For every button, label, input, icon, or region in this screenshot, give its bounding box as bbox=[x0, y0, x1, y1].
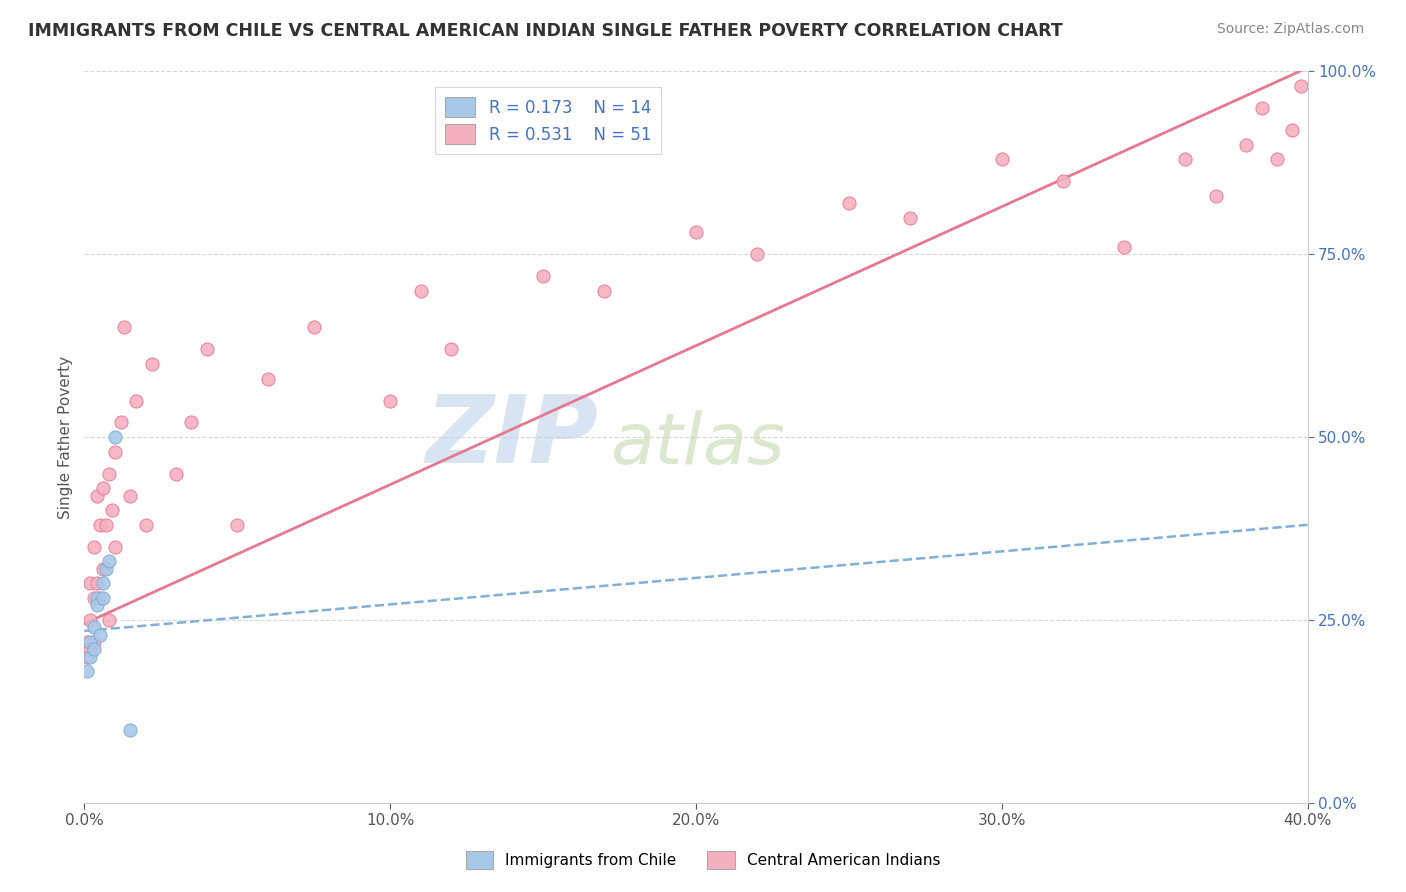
Point bbox=[226, 517, 249, 532]
Point bbox=[1291, 78, 1313, 93]
Point bbox=[1205, 188, 1227, 202]
Point bbox=[120, 723, 142, 737]
Point bbox=[1114, 240, 1136, 254]
Point bbox=[76, 664, 98, 678]
Point bbox=[83, 635, 105, 649]
Point bbox=[79, 635, 101, 649]
Point bbox=[79, 576, 101, 591]
Legend: Immigrants from Chile, Central American Indians: Immigrants from Chile, Central American … bbox=[460, 845, 946, 875]
Point bbox=[1265, 152, 1288, 166]
Text: IMMIGRANTS FROM CHILE VS CENTRAL AMERICAN INDIAN SINGLE FATHER POVERTY CORRELATI: IMMIGRANTS FROM CHILE VS CENTRAL AMERICA… bbox=[28, 22, 1063, 40]
Point bbox=[991, 152, 1014, 166]
Point bbox=[1236, 137, 1258, 152]
Text: atlas: atlas bbox=[610, 410, 785, 479]
Point bbox=[104, 430, 127, 444]
Point bbox=[86, 591, 108, 605]
Point bbox=[257, 371, 280, 385]
Point bbox=[86, 599, 108, 613]
Point bbox=[97, 613, 120, 627]
Point bbox=[685, 225, 707, 239]
Point bbox=[747, 247, 769, 261]
Legend: R = 0.173    N = 14, R = 0.531    N = 51: R = 0.173 N = 14, R = 0.531 N = 51 bbox=[436, 87, 661, 154]
Point bbox=[83, 591, 105, 605]
Text: Source: ZipAtlas.com: Source: ZipAtlas.com bbox=[1216, 22, 1364, 37]
Point bbox=[83, 540, 105, 554]
Point bbox=[91, 576, 114, 591]
Point bbox=[97, 554, 120, 568]
Point bbox=[86, 489, 108, 503]
Text: ZIP: ZIP bbox=[425, 391, 598, 483]
Point bbox=[86, 576, 108, 591]
Point bbox=[91, 562, 114, 576]
Point bbox=[101, 503, 124, 517]
Point bbox=[83, 642, 105, 657]
Point bbox=[89, 517, 111, 532]
Point bbox=[180, 416, 202, 430]
Point bbox=[79, 642, 101, 657]
Point bbox=[898, 211, 921, 225]
Point bbox=[195, 343, 218, 357]
Point bbox=[141, 357, 163, 371]
Point bbox=[104, 444, 127, 458]
Point bbox=[94, 517, 117, 532]
Point bbox=[110, 416, 132, 430]
Point bbox=[125, 393, 148, 408]
Point bbox=[838, 196, 860, 211]
Point bbox=[120, 489, 142, 503]
Point bbox=[135, 517, 157, 532]
Point bbox=[76, 635, 98, 649]
Point bbox=[409, 284, 432, 298]
Point bbox=[1281, 123, 1303, 137]
Point bbox=[79, 649, 101, 664]
Point bbox=[89, 627, 111, 641]
Point bbox=[302, 320, 325, 334]
Point bbox=[91, 481, 114, 495]
Point bbox=[1174, 152, 1197, 166]
Point bbox=[89, 591, 111, 605]
Point bbox=[83, 620, 105, 634]
Point bbox=[165, 467, 187, 481]
Point bbox=[1250, 101, 1272, 115]
Point bbox=[380, 393, 402, 408]
Point bbox=[112, 320, 135, 334]
Point bbox=[104, 540, 127, 554]
Point bbox=[91, 591, 114, 605]
Point bbox=[440, 343, 463, 357]
Point bbox=[79, 613, 101, 627]
Point bbox=[76, 649, 98, 664]
Point bbox=[97, 467, 120, 481]
Point bbox=[593, 284, 616, 298]
Point bbox=[94, 562, 117, 576]
Point bbox=[531, 269, 554, 284]
Y-axis label: Single Father Poverty: Single Father Poverty bbox=[58, 356, 73, 518]
Point bbox=[1052, 174, 1074, 188]
